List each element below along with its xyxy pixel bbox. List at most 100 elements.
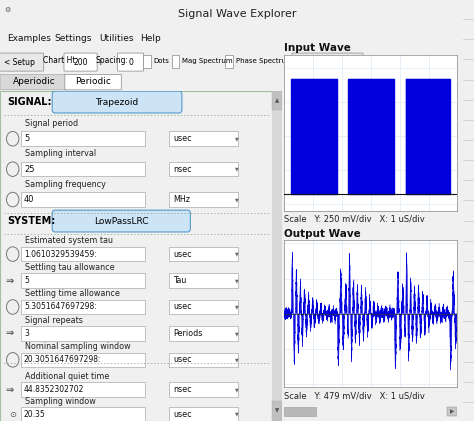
Text: Additional quiet time: Additional quiet time [26,372,110,381]
Bar [21,353,145,367]
FancyBboxPatch shape [292,53,363,71]
Bar [169,192,238,207]
Text: 5: 5 [24,276,29,285]
Bar [169,407,238,421]
Text: SIGNAL:: SIGNAL: [7,97,52,107]
Text: Aperiodic: Aperiodic [12,77,55,86]
Text: Spacing:: Spacing: [96,56,129,65]
Text: 5: 5 [24,134,29,143]
Text: Nominal sampling window: Nominal sampling window [26,342,131,351]
Bar [272,91,282,110]
Bar [169,162,238,176]
Bar [21,300,145,314]
Text: Sampling frequency: Sampling frequency [26,180,106,189]
Text: Utilities: Utilities [100,35,134,43]
Bar [21,192,145,207]
Text: ▼: ▼ [235,304,239,309]
FancyBboxPatch shape [52,91,182,113]
Text: 40: 40 [24,195,35,204]
Text: Sampling window: Sampling window [26,397,96,406]
Text: Tau: Tau [173,276,187,285]
Text: ⇒: ⇒ [5,328,13,338]
Bar [169,300,238,314]
Text: Signal period: Signal period [26,119,79,128]
Text: 5.3051647697298:: 5.3051647697298: [24,302,97,312]
Text: >: > [283,77,291,87]
Text: nsec: nsec [173,385,192,394]
Text: Settling time allowance: Settling time allowance [26,289,120,298]
Text: Settings: Settings [55,35,92,43]
Bar [169,131,238,146]
Bar [225,55,233,68]
Text: MHz: MHz [173,195,191,204]
Text: ▼: ▼ [235,167,239,172]
Text: ▼: ▼ [235,357,239,362]
Bar [172,55,179,68]
Text: Periodic: Periodic [75,77,111,86]
Bar [21,273,145,288]
Text: ▶: ▶ [450,409,455,414]
Bar [272,91,282,421]
FancyBboxPatch shape [0,75,68,90]
Text: ▼: ▼ [275,409,279,413]
Text: Update / Reset: Update / Reset [299,58,356,67]
Text: 20.3051647697298:: 20.3051647697298: [24,355,101,364]
Text: ▼: ▼ [235,278,239,283]
Bar [169,326,238,341]
Bar [169,353,238,367]
Text: usec: usec [173,134,192,143]
Text: 200: 200 [73,58,88,67]
Text: usec: usec [173,410,192,419]
Text: ⊙: ⊙ [9,410,16,419]
Text: nsec: nsec [173,165,192,174]
Text: Examples: Examples [7,35,51,43]
Bar [169,382,238,397]
Text: Chart Ht:: Chart Ht: [43,56,78,65]
Text: Input Wave: Input Wave [284,43,351,53]
Bar [21,382,145,397]
Text: usec: usec [173,250,192,258]
Bar [21,247,145,261]
Text: SYSTEM:: SYSTEM: [7,216,55,226]
FancyBboxPatch shape [52,210,191,232]
Text: ▼: ▼ [235,331,239,336]
FancyBboxPatch shape [0,53,44,71]
Text: LowPassLRC: LowPassLRC [94,216,148,226]
Text: ⚙: ⚙ [5,7,11,13]
Text: usec: usec [173,355,192,364]
Text: 0: 0 [128,58,133,67]
Bar [21,326,145,341]
Bar [447,407,457,416]
Text: Estimated system tau: Estimated system tau [26,236,113,245]
FancyBboxPatch shape [65,75,121,90]
Text: Trapezoid: Trapezoid [95,98,139,107]
Text: Dots: Dots [154,58,169,64]
Text: Signal Wave Explorer: Signal Wave Explorer [178,9,296,19]
Bar [21,162,145,176]
Text: Scale   Y: 250 mV/div   X: 1 uS/div: Scale Y: 250 mV/div X: 1 uS/div [284,215,425,224]
Bar [143,55,151,68]
FancyBboxPatch shape [64,53,97,71]
Text: ▼: ▼ [235,412,239,417]
Text: usec: usec [173,302,192,312]
FancyBboxPatch shape [118,53,144,71]
Bar [284,408,316,416]
Text: ▼: ▼ [235,197,239,202]
Text: ▼: ▼ [235,136,239,141]
Text: ▲: ▲ [275,98,279,103]
Bar [169,247,238,261]
Text: 1.0610329539459:: 1.0610329539459: [24,250,97,258]
Text: ⇒: ⇒ [5,275,13,285]
Text: Help: Help [140,35,161,43]
Text: Phase Spectrum: Phase Spectrum [236,58,292,64]
Text: ▼: ▼ [235,387,239,392]
Text: Settling tau allowance: Settling tau allowance [26,263,115,272]
Text: Periods: Periods [173,329,203,338]
Text: Output Wave: Output Wave [284,229,361,239]
Text: Sampling interval: Sampling interval [26,149,97,158]
Text: < Setup: < Setup [4,58,36,67]
Text: 20.35: 20.35 [24,410,46,419]
Text: 44.8352302702: 44.8352302702 [24,385,84,394]
Text: 25: 25 [24,165,35,174]
Bar [21,131,145,146]
